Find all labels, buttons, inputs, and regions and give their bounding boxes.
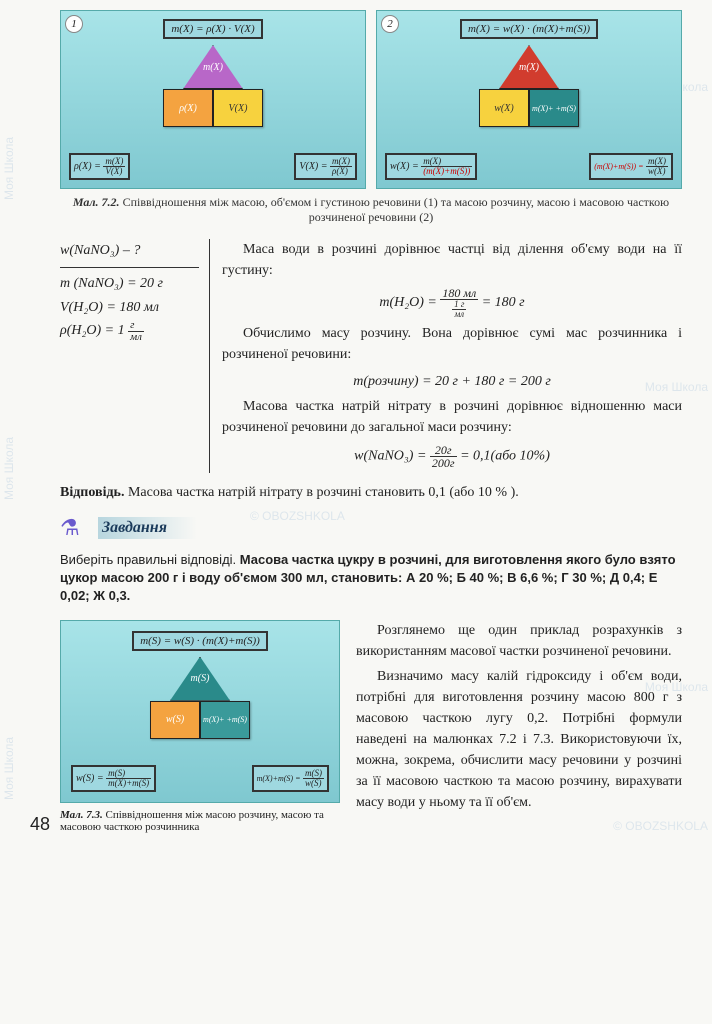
tri-left: w(S) xyxy=(150,701,200,739)
given-line: ρ(H₂O) = 1 гмл xyxy=(60,319,199,343)
given-line: m (NaNO₃) = 20 г xyxy=(60,272,199,296)
answer: Відповідь. Масова частка натрій нітрату … xyxy=(60,485,682,501)
task-body: Виберіть правильні відповіді. Масова час… xyxy=(60,551,682,606)
paragraph: Розглянемо ще один приклад розрахунків з… xyxy=(356,620,682,662)
formula-sum: (m(X)+m(S)) = m(X)w(X) xyxy=(589,153,673,180)
task-title: Завдання xyxy=(98,517,197,539)
given-block: w(NaNO₃) – ? m (NaNO₃) = 20 г V(H₂O) = 1… xyxy=(60,239,210,473)
tri-top: m(X) xyxy=(499,45,559,89)
formula-V: V(X) = m(X)ρ(X) xyxy=(294,153,357,180)
diagram-number: 1 xyxy=(65,15,83,33)
tri-right: V(X) xyxy=(213,89,263,127)
diagram-number: 2 xyxy=(381,15,399,33)
formula-top: m(X) = ρ(X) · V(X) xyxy=(163,19,262,39)
equation-1: m(H₂O) = 180 мл 1 гмл = 180 г xyxy=(222,287,682,319)
watermark: Моя Школа xyxy=(2,137,16,200)
task-header: ⚗ Завдання xyxy=(60,515,682,541)
solution-text: Масова частка натрій нітрату в розчині д… xyxy=(222,396,682,438)
right-column-text: Розглянемо ще один приклад розрахунків з… xyxy=(356,620,682,833)
formula-top: m(S) = w(S) · (m(X)+m(S)) xyxy=(132,631,268,651)
equation-2: m(розчину) = 20 г + 180 г = 200 г xyxy=(222,371,682,392)
solution-text: Обчислимо масу розчину. Вона дорівнює су… xyxy=(222,323,682,365)
watermark: Моя Школа xyxy=(2,437,16,500)
caption-7-3: Мал. 7.3. Співвідношення між масою розчи… xyxy=(60,809,340,833)
formula-sumS: m(X)+m(S) = m(S)w(S) xyxy=(252,765,329,792)
formula-top: m(X) = w(X) · (m(X)+m(S)) xyxy=(460,19,598,39)
given-line: V(H₂O) = 180 мл xyxy=(60,296,199,320)
tri-right: m(X)+ +m(S) xyxy=(529,89,579,127)
tri-left: ρ(X) xyxy=(163,89,213,127)
watermark: Моя Школа xyxy=(2,737,16,800)
tri-left: w(X) xyxy=(479,89,529,127)
solution-block: Маса води в розчині дорівнює частці від … xyxy=(210,239,682,473)
worked-example: w(NaNO₃) – ? m (NaNO₃) = 20 г V(H₂O) = 1… xyxy=(60,239,682,473)
diagram-3: m(S) = w(S) · (m(X)+m(S)) m(S) w(S) m(X)… xyxy=(60,620,340,803)
tri-top: m(X) xyxy=(183,45,243,89)
tri-top: m(S) xyxy=(170,657,230,701)
page-number: 48 xyxy=(30,814,50,835)
unknown: w(NaNO₃) – ? xyxy=(60,239,199,268)
formula-w: w(X) = m(X)(m(X)+m(S)) xyxy=(385,153,477,180)
caption-7-2: Мал. 7.2. Співвідношення між масою, об'є… xyxy=(60,195,682,225)
diagrams-row-top: 1 m(X) = ρ(X) · V(X) m(X) ρ(X) V(X) ρ(X)… xyxy=(60,10,682,189)
solution-text: Маса води в розчині дорівнює частці від … xyxy=(222,239,682,281)
formula-rho: ρ(X) = m(X)V(X) xyxy=(69,153,130,180)
formula-wS: w(S) = m(S)m(X)+m(S) xyxy=(71,765,156,792)
diagram-1: 1 m(X) = ρ(X) · V(X) m(X) ρ(X) V(X) ρ(X)… xyxy=(60,10,366,189)
equation-3: w(NaNO₃) = 20г200г = 0,1(або 10%) xyxy=(222,444,682,469)
paragraph: Визначимо масу калій гідроксиду і об'єм … xyxy=(356,666,682,813)
diagram-2: 2 m(X) = w(X) · (m(X)+m(S)) m(X) w(X) m(… xyxy=(376,10,682,189)
flask-icon: ⚗ xyxy=(60,515,90,541)
tri-right: m(X)+ +m(S) xyxy=(200,701,250,739)
